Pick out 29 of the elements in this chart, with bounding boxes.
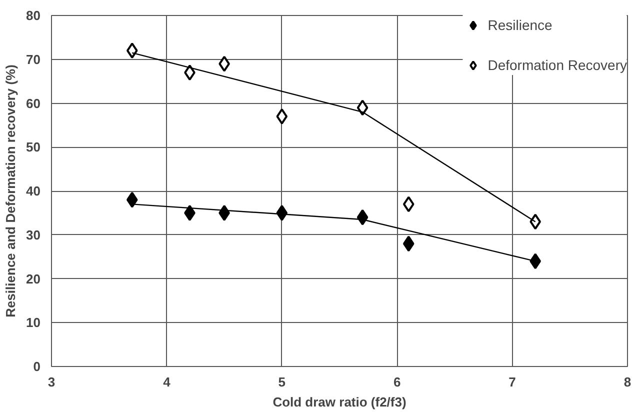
y-tick-label: 10: [26, 315, 41, 330]
y-tick-label: 60: [26, 96, 41, 111]
point: [276, 204, 288, 221]
point: [530, 253, 542, 270]
x-tick-label: 8: [624, 374, 632, 390]
y-tick-label: 0: [33, 359, 41, 374]
point: [276, 108, 288, 124]
x-tick-label: 3: [48, 374, 56, 390]
legend-label: Deformation Recovery: [488, 57, 627, 73]
x-tick-label: 5: [278, 374, 286, 390]
y-tick-label: 70: [26, 52, 41, 67]
y-tick-label: 50: [26, 140, 41, 155]
y-tick-label: 80: [26, 8, 41, 23]
point: [356, 100, 368, 116]
y-axis-title: Resilience and Deformation recovery (%): [3, 64, 18, 318]
point: [356, 209, 368, 226]
legend-label: Resilience: [488, 17, 552, 33]
x-tick-label: 4: [163, 374, 172, 390]
y-tick-label: 30: [26, 227, 41, 242]
y-tick-label: 40: [26, 184, 41, 198]
x-tick-label: 7: [508, 374, 516, 390]
point: [126, 192, 138, 208]
y-tick-label: 20: [26, 271, 41, 286]
point: [126, 42, 138, 59]
x-tick-label: 6: [393, 374, 401, 390]
point: [530, 214, 542, 230]
point: [402, 196, 414, 212]
x-axis-title: Cold draw ratio (f2/f3): [272, 394, 406, 410]
point: [402, 236, 414, 252]
